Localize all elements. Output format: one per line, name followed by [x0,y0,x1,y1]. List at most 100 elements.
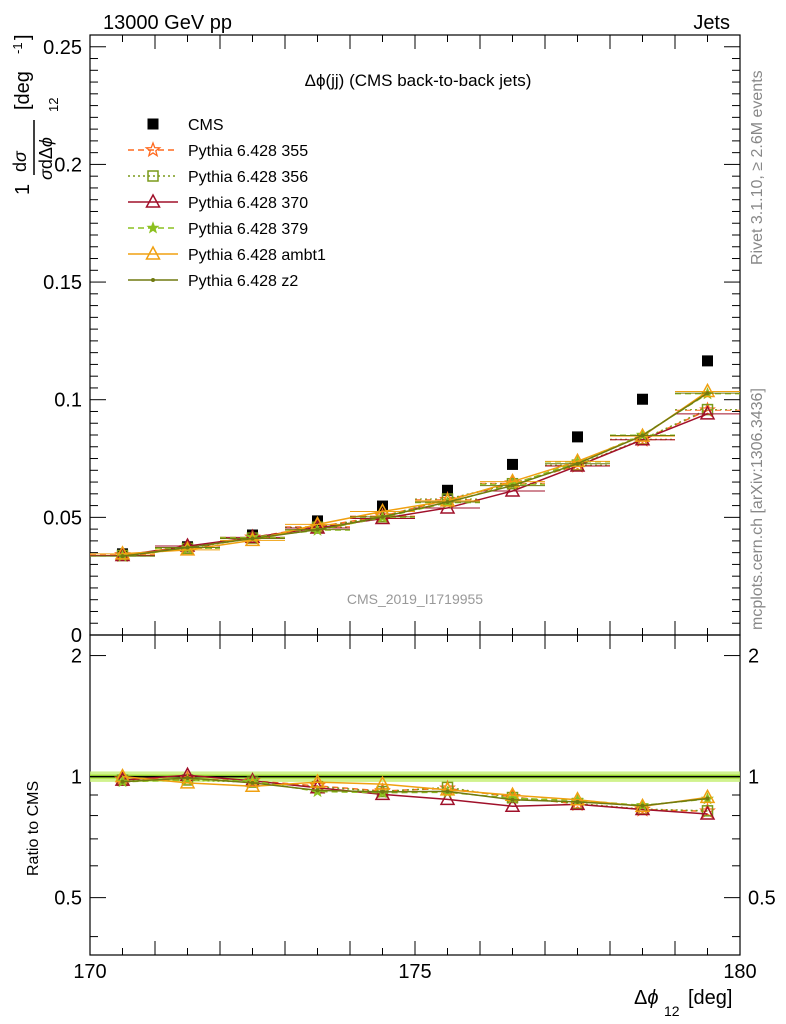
ratio-point-pythia-6-428-ambt1 [309,773,326,788]
svg-text:[deg]: [deg] [688,987,732,1009]
ratio-point-pythia-6-428-z2 [445,789,450,794]
ratio-point-pythia-6-428-z2 [575,799,580,804]
legend-entry-cms: CMS [147,117,224,134]
ratio-y-tick-label-left: 1 [71,767,82,789]
legend-entry-pythia-6-428-355: Pythia 6.428 355 [128,141,308,160]
legend-entry-pythia-6-428-z2: Pythia 6.428 z2 [128,273,298,290]
ratio-point-pythia-6-428-ambt1 [439,781,456,796]
series-line-pythia-6-428-ambt1 [122,390,708,555]
mcplots-label: mcplots.cern.ch [arXiv:1306.3436] [749,388,766,630]
data-point-pythia-6-428-z2 [510,483,515,488]
ratio-point-pythia-6-428-z2 [640,803,645,808]
ratio-point-pythia-6-428-z2 [510,797,515,802]
main-y-tick-label: 0.15 [43,272,82,294]
legend-label: Pythia 6.428 z2 [188,273,298,290]
header-right: Jets [693,12,730,34]
data-point-pythia-6-428-ambt1 [569,452,586,468]
ratio-line-pythia-6-428-355 [122,778,708,813]
svg-text:dσ: dσ [10,150,30,172]
data-point-pythia-6-428-ambt1 [114,545,131,560]
ratio-point-pythia-6-428-370 [504,797,521,812]
header-left: 13000 GeV pp [103,12,232,34]
svg-text:1: 1 [12,184,34,195]
x-tick-label: 170 [73,961,106,983]
ratio-y-tick-label-right: 1 [748,767,759,789]
rivet-label: Rivet 3.1.10, ≥ 2.6M events [749,70,766,265]
legend-marker [147,118,159,130]
legend-marker [147,170,159,182]
data-point-pythia-6-428-ambt1 [699,382,716,398]
data-point-pythia-6-428-z2 [575,461,580,466]
legend-entry-pythia-6-428-379: Pythia 6.428 379 [128,221,308,238]
data-point-pythia-6-428-z2 [445,500,450,505]
data-point-cms [377,500,388,512]
legend-label: Pythia 6.428 355 [188,143,308,160]
legend-marker [145,245,161,260]
ratio-point-pythia-6-428-ambt1 [374,775,391,790]
x-tick-label: 180 [723,961,756,983]
svg-text:[deg: [deg [12,71,34,110]
data-point-pythia-6-428-z2 [640,433,645,438]
ratio-line-pythia-6-428-379 [122,779,708,807]
svg-text:12: 12 [664,1003,680,1019]
legend: CMS Pythia 6.428 355 Pythia 6.428 356 Pythi… [128,117,326,290]
data-point-cms [702,355,713,367]
svg-text:]: ] [12,34,34,40]
data-point-pythia-6-428-370 [699,405,716,420]
main-y-tick-label: 0.05 [43,507,82,529]
legend-label: Pythia 6.428 379 [188,221,308,238]
ratio-line-pythia-6-428-ambt1 [122,775,708,808]
legend-entry-pythia-6-428-370: Pythia 6.428 370 [128,193,308,212]
legend-marker [151,278,155,282]
x-axis-label: Δϕ 12 [deg] [634,987,732,1019]
ratio-point-pythia-6-428-370 [439,790,456,806]
ratio-y-tick-label-right: 2 [748,646,759,668]
ratio-y-tick-label-left: 0.5 [54,888,82,910]
data-point-pythia-6-428-z2 [120,554,125,559]
main-y-tick-label: 0.2 [54,154,82,176]
series-line-pythia-6-428-370 [122,413,708,557]
data-point-pythia-6-428-ambt1 [179,541,196,556]
ratio-point-pythia-6-428-z2 [380,789,385,794]
main-y-tick-label: 0.1 [54,390,82,412]
ratio-line-pythia-6-428-z2 [122,777,708,807]
data-point-pythia-6-428-z2 [250,536,255,541]
data-point-pythia-6-428-370 [504,482,521,497]
legend-label: Pythia 6.428 370 [188,195,308,212]
data-point-cms [637,393,648,405]
ratio-point-pythia-6-428-370 [114,771,131,786]
legend-entry-pythia-6-428-ambt1: Pythia 6.428 ambt1 [128,245,326,264]
ratio-y-tick-label-right: 0.5 [748,888,776,910]
main-y-axis-label: 1 dσ σdΔϕ 12 [deg -1 ] [10,34,61,195]
legend-marker [145,193,161,208]
main-plot: 0 0.05 0.1 0.15 0.2 0.25 [43,35,741,647]
svg-text:σdΔϕ: σdΔϕ [36,137,56,180]
main-y-tick-label: 0.25 [43,37,82,59]
plot-title: Δϕ(jj) (CMS back-to-back jets) [305,71,532,90]
x-tick-label: 175 [398,961,431,983]
ratio-point-pythia-6-428-370 [374,785,391,801]
main-y-tick-label: 0 [71,625,82,647]
data-point-pythia-6-428-ambt1 [439,492,456,507]
ratio-plot: 0.5 0.5 1 1 2 2 170 175 180 [54,635,776,983]
ratio-point-pythia-6-428-ambt1 [179,774,196,789]
legend-entry-pythia-6-428-356: Pythia 6.428 356 [128,169,308,186]
ratio-point-pythia-6-428-z2 [185,776,190,781]
legend-label: Pythia 6.428 356 [188,169,308,186]
svg-text:Δϕ: Δϕ [634,987,658,1009]
legend-marker [144,141,162,158]
data-point-cms [572,431,583,443]
legend-label: Pythia 6.428 ambt1 [188,247,326,264]
ratio-point-pythia-6-428-z2 [705,796,710,801]
ratio-point-pythia-6-428-z2 [315,788,320,793]
ratio-y-tick-label-left: 2 [71,646,82,668]
data-point-cms [442,484,453,496]
svg-text:-1: -1 [10,42,25,54]
data-point-pythia-6-428-z2 [705,391,710,396]
data-point-pythia-6-428-z2 [185,545,190,550]
ratio-point-pythia-6-428-ambt1 [569,791,586,806]
ratio-point-pythia-6-428-ambt1 [699,788,716,804]
ratio-y-axis-label: Ratio to CMS [25,781,42,876]
svg-text:12: 12 [46,98,61,112]
